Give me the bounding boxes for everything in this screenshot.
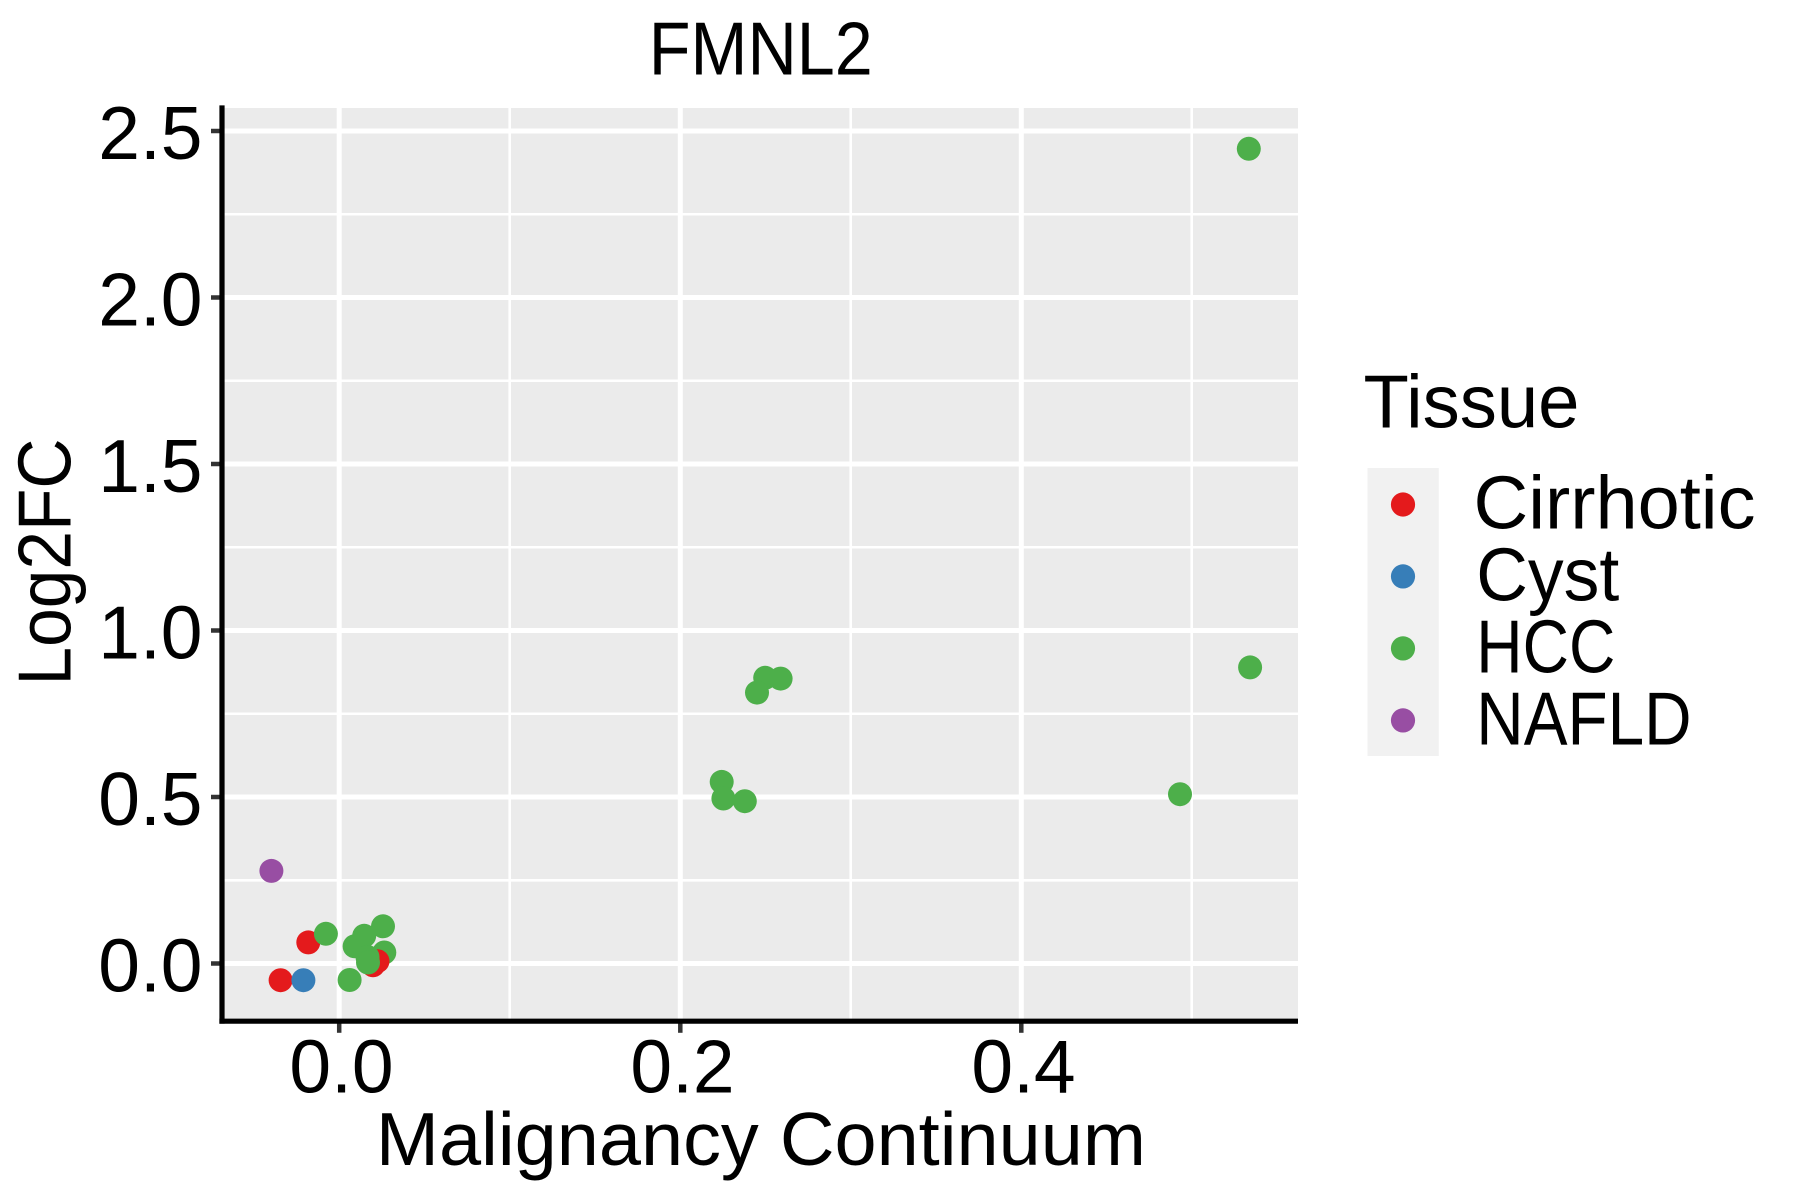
svg-text:2.0: 2.0 <box>98 257 202 341</box>
svg-text:Log2FC: Log2FC <box>3 439 87 686</box>
svg-text:0.5: 0.5 <box>98 757 202 841</box>
svg-text:0.4: 0.4 <box>971 1025 1075 1109</box>
svg-text:2.5: 2.5 <box>98 91 202 175</box>
svg-text:Malignancy Continuum: Malignancy Continuum <box>376 1097 1146 1181</box>
svg-text:FMNL2: FMNL2 <box>649 7 873 91</box>
svg-text:Tissue: Tissue <box>1364 360 1580 444</box>
svg-text:0.0: 0.0 <box>98 923 202 1007</box>
svg-text:HCC: HCC <box>1476 604 1615 688</box>
svg-text:0.0: 0.0 <box>289 1025 393 1109</box>
svg-text:Cirrhotic: Cirrhotic <box>1474 460 1756 544</box>
svg-text:Cyst: Cyst <box>1476 532 1619 616</box>
svg-text:1.0: 1.0 <box>98 590 202 674</box>
svg-text:0.2: 0.2 <box>630 1025 734 1109</box>
svg-text:NAFLD: NAFLD <box>1476 676 1691 760</box>
svg-text:1.5: 1.5 <box>98 424 202 508</box>
